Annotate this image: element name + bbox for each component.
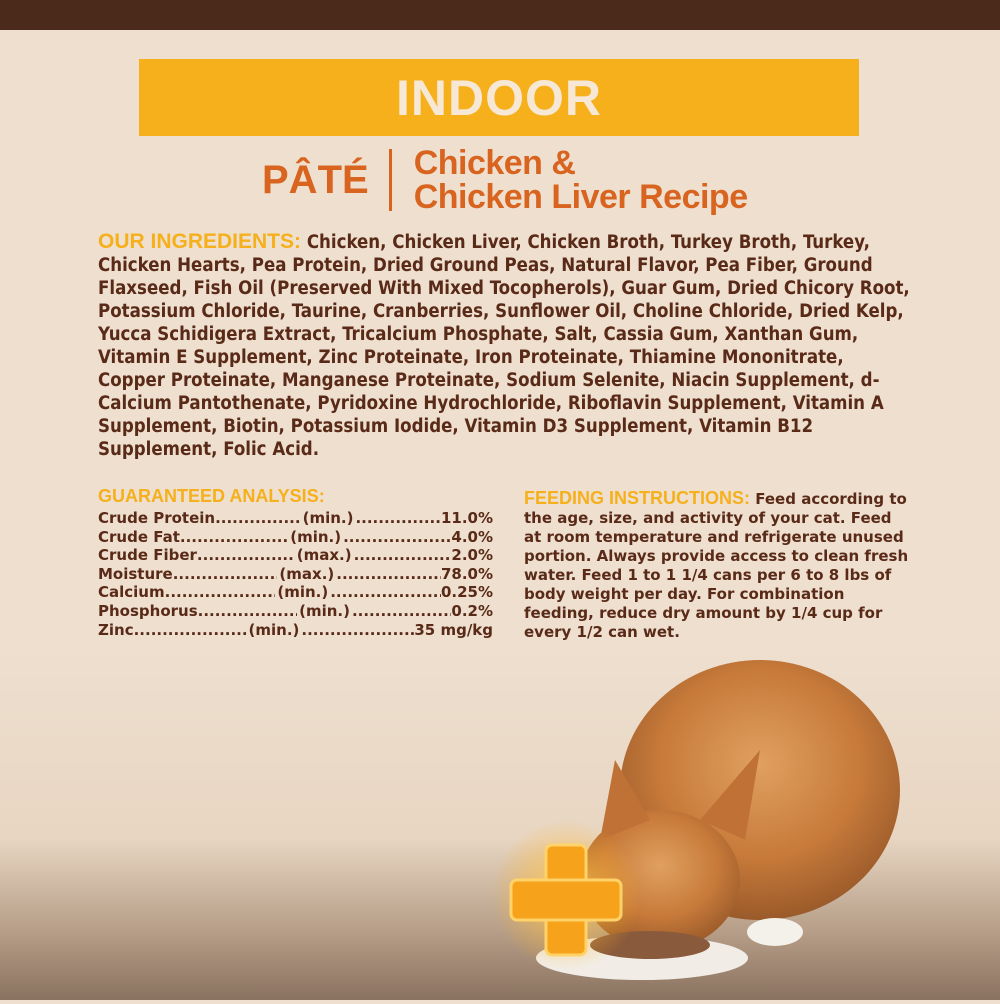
feeding-instructions: FEEDING INSTRUCTIONS: Feed according to … — [524, 489, 914, 642]
leader-dots — [165, 583, 276, 602]
recipe-line-1: Chicken & — [413, 144, 576, 182]
analysis-row: Calcium (min.) 0.25% — [98, 583, 493, 602]
plus-icon — [509, 843, 623, 957]
style-label: PÂTÉ — [262, 157, 369, 202]
recipe-line-2: Chicken Liver Recipe — [413, 178, 748, 216]
cat-illustration — [491, 660, 900, 980]
nutrient-qualifier: (min.) — [299, 601, 350, 620]
analysis-row: Zinc (min.) 35 mg/kg — [98, 621, 493, 640]
nutrient-value: 0.25% — [440, 583, 493, 602]
leader-dots — [198, 602, 297, 621]
product-subtitle: PÂTÉ Chicken & Chicken Liver Recipe — [262, 146, 748, 214]
leader-dots — [215, 509, 301, 528]
leader-dots — [330, 583, 441, 602]
leader-dots — [197, 546, 295, 565]
feeding-heading: FEEDING INSTRUCTIONS: — [524, 488, 751, 508]
nutrient-value: 11.0% — [440, 509, 493, 527]
nutrient-name: Phosphorus — [98, 601, 198, 620]
analysis-heading: GUARANTEED ANALYSIS: — [98, 486, 325, 506]
nutrient-qualifier: (max.) — [279, 564, 335, 583]
nutrient-name: Moisture — [98, 564, 173, 583]
analysis-row: Crude Protein (min.) 11.0% — [98, 509, 493, 528]
nutrient-value: 78.0% — [440, 564, 493, 583]
analysis-row: Phosphorus (min.) 0.2% — [98, 602, 493, 621]
analysis-row: Moisture (max.) 78.0% — [98, 565, 493, 584]
feeding-text: Feed according to the age, size, and act… — [524, 490, 909, 641]
leader-dots — [173, 565, 278, 584]
nutrient-name: Crude Fat — [98, 527, 180, 546]
nutrient-name: Crude Fiber — [98, 546, 197, 565]
nutrient-qualifier: (min.) — [290, 527, 342, 546]
nutrient-value: 0.2% — [451, 601, 493, 620]
banner: INDOOR — [139, 59, 859, 136]
leader-dots — [301, 621, 414, 640]
banner-title: INDOOR — [396, 69, 602, 126]
ingredients-heading: OUR INGREDIENTS: — [98, 230, 302, 253]
cat-paw — [747, 918, 803, 946]
divider — [388, 149, 392, 211]
cat-eating-photo — [0, 640, 1000, 1000]
nutrient-qualifier: (min.) — [248, 620, 300, 639]
nutrient-qualifier: (max.) — [296, 546, 352, 565]
analysis-row: Crude Fat (min.) 4.0% — [98, 528, 493, 547]
nutrient-value: 2.0% — [451, 546, 493, 565]
top-bar — [0, 0, 1000, 30]
leader-dots — [352, 602, 451, 621]
cat-ear — [700, 750, 760, 840]
nutrient-qualifier: (min.) — [277, 583, 329, 602]
nutrient-name: Crude Protein — [98, 509, 216, 527]
leader-dots — [134, 621, 247, 640]
leader-dots — [343, 528, 451, 547]
nutrient-qualifier: (min.) — [302, 509, 354, 527]
analysis-row: Crude Fiber (max.) 2.0% — [98, 546, 493, 565]
nutrient-name: Zinc — [98, 620, 134, 639]
nutrient-value: 4.0% — [451, 527, 493, 546]
recipe-name: Chicken & Chicken Liver Recipe — [414, 146, 748, 214]
leader-dots — [355, 509, 441, 528]
nutrient-name: Calcium — [98, 583, 165, 602]
leader-dots — [180, 528, 288, 547]
cat-ear — [600, 760, 650, 840]
nutrient-value: 35 mg/kg — [414, 620, 493, 639]
leader-dots — [336, 565, 441, 584]
ingredients: OUR INGREDIENTS: Chicken, Chicken Liver,… — [98, 230, 913, 461]
leader-dots — [354, 546, 452, 565]
ingredients-text: Chicken, Chicken Liver, Chicken Broth, T… — [98, 232, 910, 460]
